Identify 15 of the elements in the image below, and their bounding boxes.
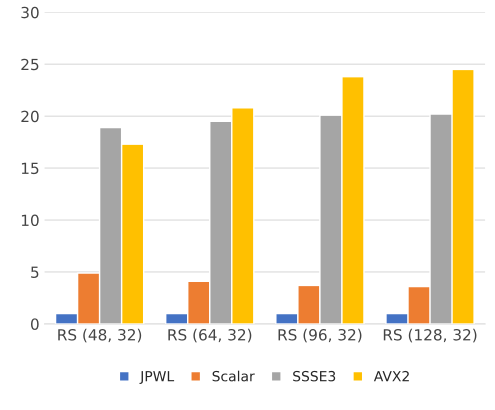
legend-label: SSSE3 [293, 370, 336, 382]
y-tick-label: 0 [30, 318, 39, 330]
y-tick-label: 10 [22, 214, 39, 226]
legend-label: JPWL [140, 371, 174, 384]
y-tick-label: 5 [31, 266, 38, 278]
y-tick-label: 15 [22, 162, 38, 174]
y-tick-label: 20 [21, 110, 39, 122]
x-tick-label: RS (128, 32) [384, 328, 476, 342]
y-tick-label: 30 [21, 6, 39, 18]
legend-label: Scalar [212, 370, 255, 382]
y-tick-label: 25 [21, 58, 38, 70]
x-tick-label: RS (64, 32) [168, 328, 252, 342]
x-tick-label: RS (48, 32) [58, 328, 142, 342]
legend-label: AVX2 [374, 370, 409, 382]
x-tick-label: RS (96, 32) [278, 328, 362, 342]
